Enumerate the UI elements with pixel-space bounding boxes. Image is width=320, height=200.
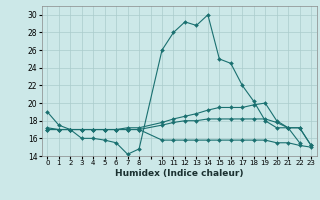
- X-axis label: Humidex (Indice chaleur): Humidex (Indice chaleur): [115, 169, 244, 178]
